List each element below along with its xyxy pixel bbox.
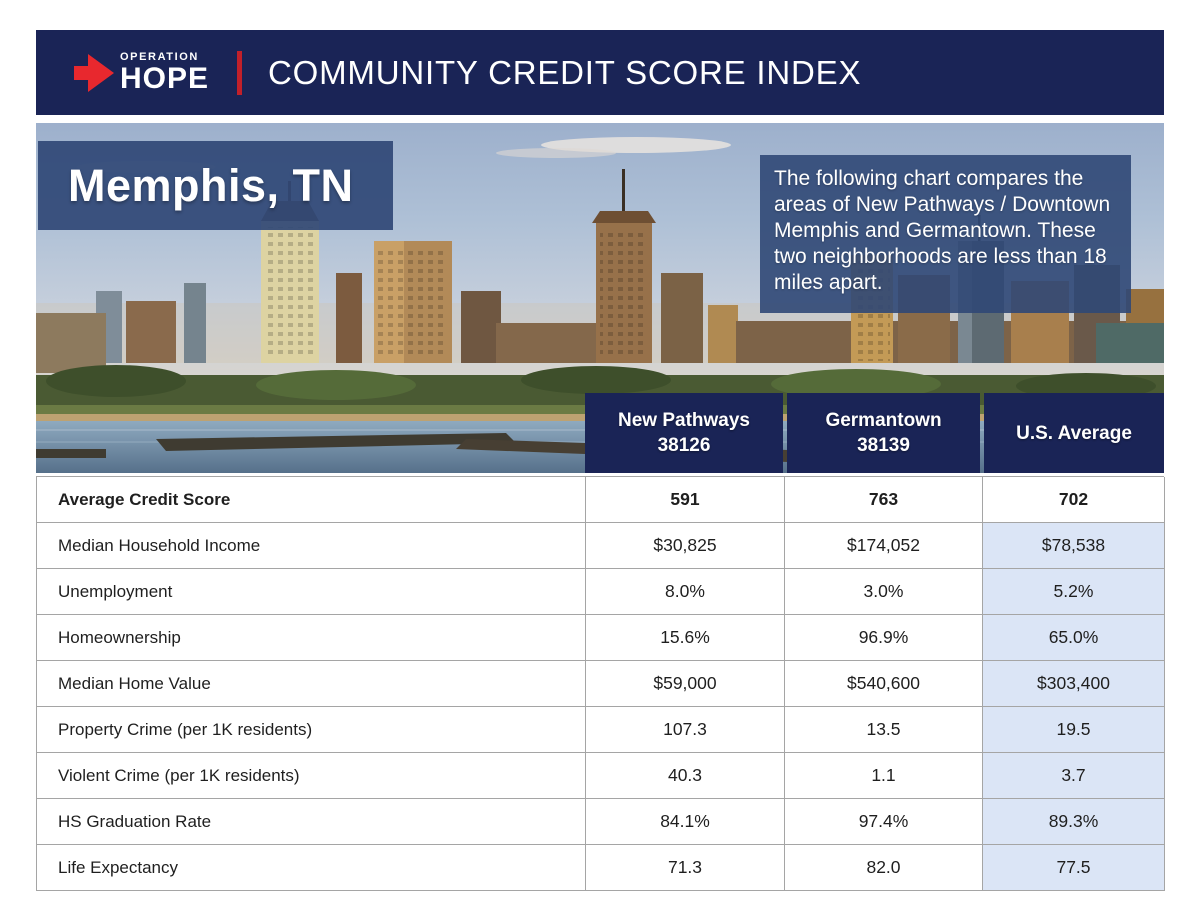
value-cell: 15.6% — [586, 615, 785, 661]
operation-hope-logo: OPERATION HOPE — [74, 50, 210, 95]
value-cell: $30,825 — [586, 523, 785, 569]
logo-operation-text: OPERATION — [120, 50, 199, 63]
value-cell: 65.0% — [983, 615, 1165, 661]
value-cell: 763 — [785, 477, 983, 523]
value-cell: 19.5 — [983, 707, 1165, 753]
value-cell: 8.0% — [586, 569, 785, 615]
hero-photo: Memphis, TN The following chart compares… — [36, 123, 1164, 473]
value-cell: 40.3 — [586, 753, 785, 799]
page-title: COMMUNITY CREDIT SCORE INDEX — [268, 53, 862, 91]
row-label: HS Graduation Rate — [37, 799, 586, 845]
value-cell: 702 — [983, 477, 1165, 523]
table-row: Unemployment 8.0% 3.0% 5.2% — [37, 569, 1165, 615]
row-label: Median Home Value — [37, 661, 586, 707]
city-title-box: Memphis, TN — [38, 141, 393, 230]
value-cell: 84.1% — [586, 799, 785, 845]
value-cell: 1.1 — [785, 753, 983, 799]
comparison-table: Average Credit Score 591 763 702 Median Hous… — [36, 476, 1165, 891]
city-title: Memphis, TN — [68, 159, 354, 211]
column-name: New Pathways — [618, 410, 750, 431]
column-name: U.S. Average — [1016, 422, 1132, 444]
value-cell: 71.3 — [586, 845, 785, 891]
hero-description-box: The following chart compares the areas o… — [760, 155, 1131, 313]
value-cell: 107.3 — [586, 707, 785, 753]
table-row: Life Expectancy 71.3 82.0 77.5 — [37, 845, 1165, 891]
value-cell: $59,000 — [586, 661, 785, 707]
value-cell: 77.5 — [983, 845, 1165, 891]
table-row: Homeownership 15.6% 96.9% 65.0% — [37, 615, 1165, 661]
table-row: Median Home Value $59,000 $540,600 $303,400 — [37, 661, 1165, 707]
table-row: Average Credit Score 591 763 702 — [37, 477, 1165, 523]
hero-description-text: The following chart compares the areas o… — [774, 167, 1111, 294]
column-header-germantown: Germantown 38139 — [787, 393, 980, 473]
column-header-new-pathways: New Pathways 38126 — [585, 393, 783, 473]
logo-text: OPERATION HOPE — [120, 50, 210, 95]
table-row: Median Household Income $30,825 $174,052 $7… — [37, 523, 1165, 569]
value-cell: 13.5 — [785, 707, 983, 753]
row-label: Unemployment — [37, 569, 586, 615]
value-cell: $540,600 — [785, 661, 983, 707]
row-label: Average Credit Score — [37, 477, 586, 523]
column-zip: 38139 — [857, 435, 910, 456]
column-name: Germantown — [825, 410, 942, 431]
value-cell: 5.2% — [983, 569, 1165, 615]
value-cell: $303,400 — [983, 661, 1165, 707]
value-cell: 97.4% — [785, 799, 983, 845]
column-zip: 38126 — [657, 435, 711, 456]
row-label: Violent Crime (per 1K residents) — [37, 753, 586, 799]
value-cell: $78,538 — [983, 523, 1165, 569]
value-cell: 3.7 — [983, 753, 1165, 799]
table-row: Violent Crime (per 1K residents) 40.3 1.1 3… — [37, 753, 1165, 799]
value-cell: 3.0% — [785, 569, 983, 615]
comparison-table-body: Average Credit Score 591 763 702 Median Hous… — [37, 477, 1165, 891]
logo-hope-text: HOPE — [120, 61, 210, 95]
row-label: Median Household Income — [37, 523, 586, 569]
header-divider — [237, 50, 243, 95]
row-label: Property Crime (per 1K residents) — [37, 707, 586, 753]
table-row: HS Graduation Rate 84.1% 97.4% 89.3% — [37, 799, 1165, 845]
arrow-icon — [74, 53, 114, 92]
value-cell: $174,052 — [785, 523, 983, 569]
table-row: Property Crime (per 1K residents) 107.3 13… — [37, 707, 1165, 753]
value-cell: 89.3% — [983, 799, 1165, 845]
row-label: Homeownership — [37, 615, 586, 661]
value-cell: 96.9% — [785, 615, 983, 661]
row-label: Life Expectancy — [37, 845, 586, 891]
header-bar: OPERATION HOPE COMMUNITY CREDIT SCORE IN… — [36, 30, 1164, 115]
column-header-us-average: U.S. Average — [984, 393, 1164, 473]
value-cell: 82.0 — [785, 845, 983, 891]
value-cell: 591 — [586, 477, 785, 523]
